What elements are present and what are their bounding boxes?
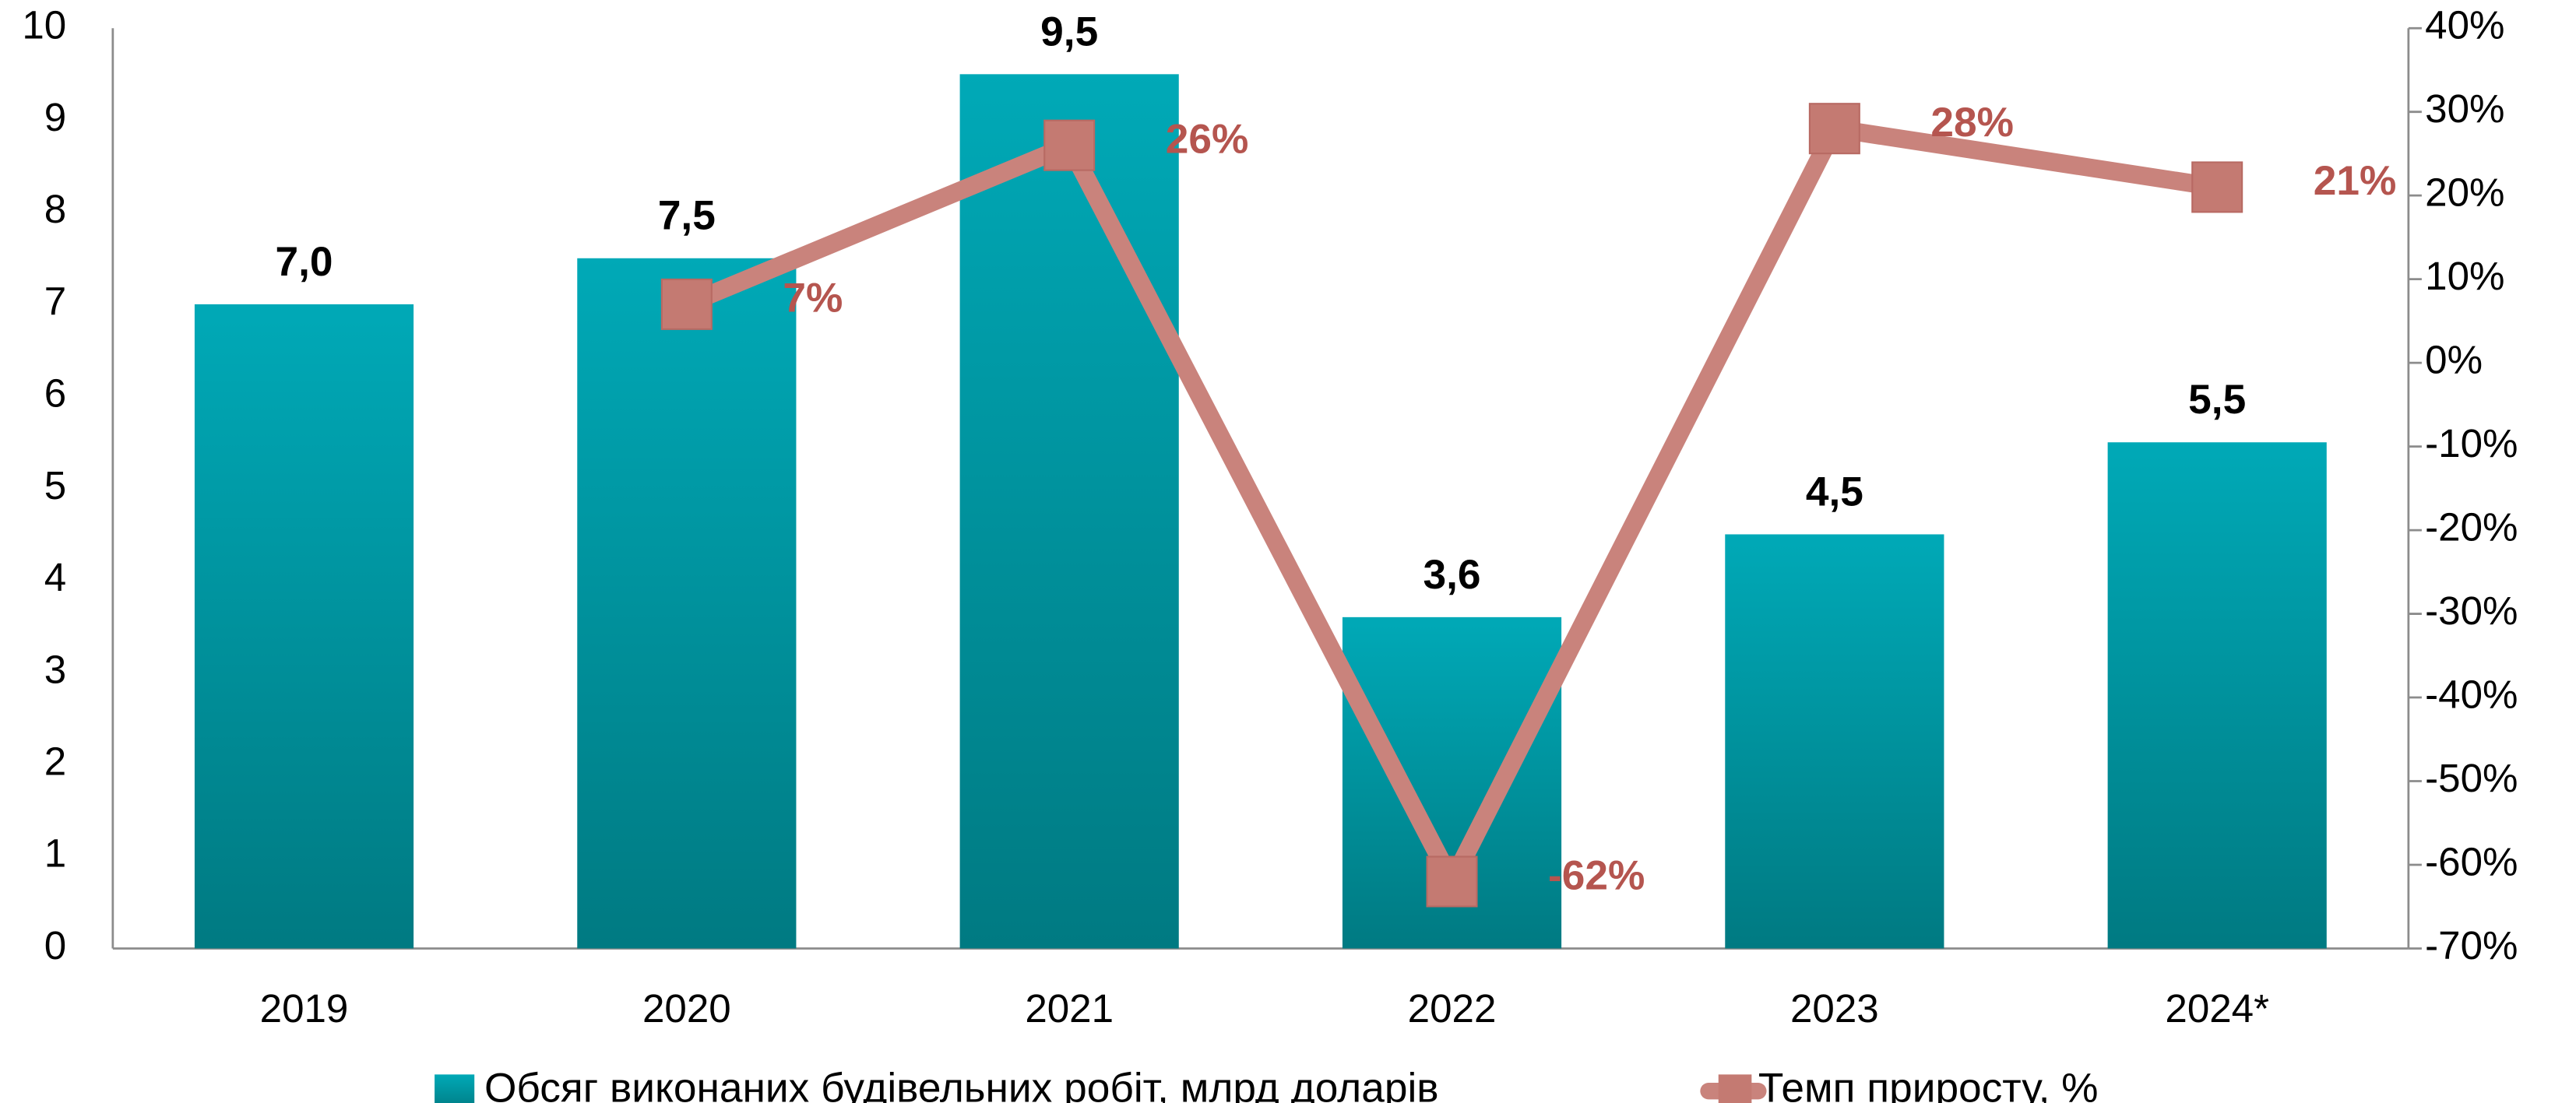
y-tick-label: 7: [44, 279, 66, 323]
bar-value-label: 3,6: [1423, 552, 1481, 598]
line-marker: [1808, 103, 1860, 155]
y-tick-label: 10: [22, 3, 66, 47]
y2-tick-label: -70%: [2425, 923, 2518, 968]
y2-tick-label: 40%: [2425, 3, 2504, 47]
line-value-label: 26%: [1166, 116, 1249, 162]
bar: [2107, 442, 2327, 949]
legend-swatch: [435, 1074, 475, 1103]
legend-label: Обсяг виконаних будівельних робіт, млрд …: [484, 1066, 1439, 1103]
bar: [959, 74, 1179, 949]
line-value-label: 21%: [2314, 158, 2397, 204]
legend-label: Темп приросту, %: [1758, 1066, 2099, 1103]
y2-tick-label: -30%: [2425, 588, 2518, 633]
bar-value-label: 9,5: [1040, 9, 1098, 54]
y-tick-label: 4: [44, 555, 66, 599]
y-tick-label: 1: [44, 831, 66, 876]
y2-tick-label: -10%: [2425, 421, 2518, 465]
line-marker: [1043, 119, 1096, 171]
y2-tick-label: 0%: [2425, 338, 2483, 382]
bar-value-label: 7,0: [275, 239, 333, 285]
y-tick-label: 3: [44, 647, 66, 691]
bar-value-label: 4,5: [1806, 469, 1863, 515]
x-tick-label: 2023: [1790, 986, 1879, 1031]
y-tick-label: 9: [44, 95, 66, 139]
y-tick-label: 5: [44, 463, 66, 508]
line-marker: [660, 278, 713, 330]
x-tick-label: 2019: [260, 986, 349, 1031]
y-tick-label: 8: [44, 187, 66, 231]
line-value-label: -62%: [1548, 852, 1645, 898]
line-marker: [2191, 161, 2243, 213]
y-tick-label: 0: [44, 923, 66, 968]
y2-tick-label: 30%: [2425, 86, 2504, 131]
bar: [1725, 534, 1944, 949]
x-tick-label: 2020: [642, 986, 731, 1031]
y-tick-label: 6: [44, 371, 66, 416]
y2-tick-label: -60%: [2425, 839, 2518, 883]
y2-tick-label: 10%: [2425, 254, 2504, 298]
bar: [194, 304, 414, 949]
y2-tick-label: -40%: [2425, 673, 2518, 717]
y2-tick-label: 20%: [2425, 170, 2504, 215]
legend-swatch: [1718, 1074, 1752, 1103]
x-tick-label: 2021: [1025, 986, 1114, 1031]
bar-value-label: 7,5: [658, 193, 716, 239]
x-tick-label: 2024*: [2165, 986, 2269, 1031]
y2-tick-label: -20%: [2425, 505, 2518, 550]
line-value-label: 7%: [783, 276, 843, 321]
x-tick-label: 2022: [1408, 986, 1497, 1031]
line-value-label: 28%: [1930, 100, 2014, 146]
bar: [577, 258, 797, 949]
line-marker: [1426, 855, 1478, 908]
y-tick-label: 2: [44, 739, 66, 784]
bar-value-label: 5,5: [2188, 377, 2246, 423]
y2-tick-label: -50%: [2425, 756, 2518, 800]
